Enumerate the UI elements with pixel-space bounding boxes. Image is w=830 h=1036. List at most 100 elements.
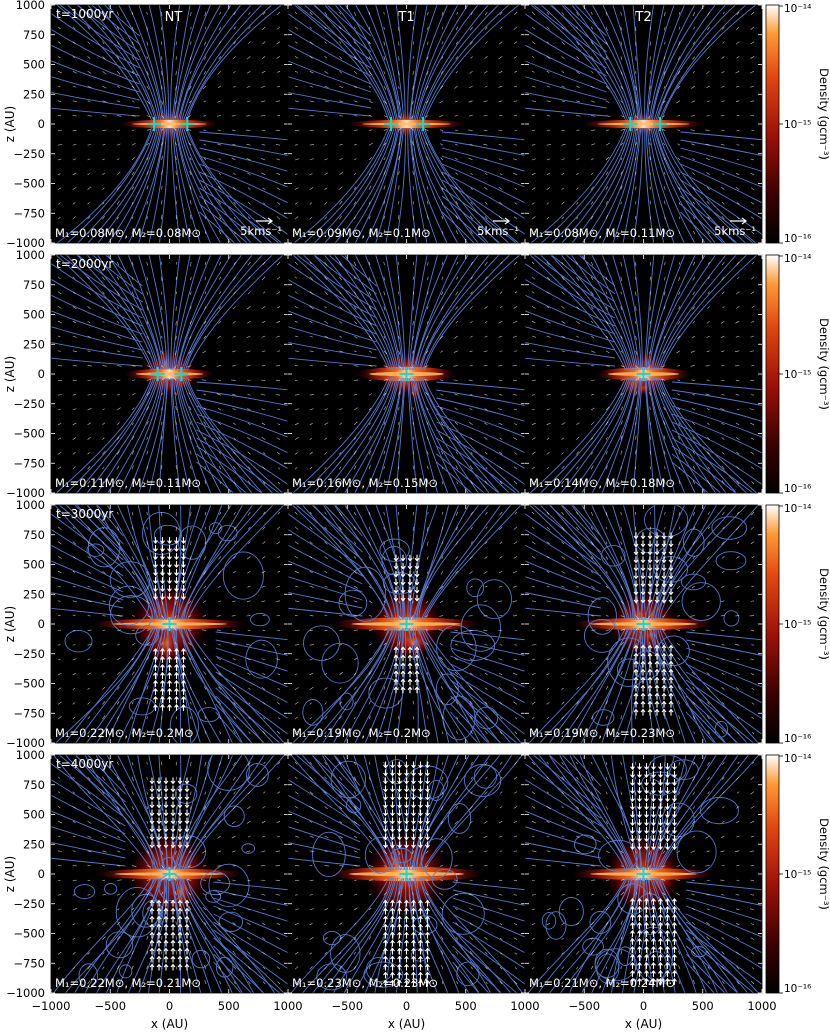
field-line <box>525 262 616 319</box>
velocity-arrow <box>513 835 518 838</box>
field-line <box>322 505 395 621</box>
outflow-arrow <box>647 676 653 684</box>
velocity-arrow <box>219 261 222 266</box>
outflow-arrow <box>425 761 430 769</box>
velocity-arrow <box>398 600 400 604</box>
field-line <box>138 377 166 493</box>
outflow-arrow <box>425 825 430 833</box>
velocity-arrow <box>217 335 221 339</box>
velocity-arrow <box>735 320 740 324</box>
velocity-arrow <box>309 335 314 338</box>
velocity-arrow <box>590 452 593 455</box>
velocity-arrow <box>294 585 299 588</box>
velocity-arrow <box>146 465 148 470</box>
velocity-arrow <box>663 406 666 411</box>
velocity-arrow <box>427 687 429 690</box>
velocity-arrow <box>635 435 637 440</box>
velocity-arrow <box>590 41 594 45</box>
field-line <box>187 755 286 871</box>
velocity-arrow <box>189 541 192 546</box>
velocity-arrow <box>412 407 414 411</box>
outflow-arrow <box>407 578 413 586</box>
velocity-arrow <box>72 820 76 823</box>
velocity-arrow <box>647 865 651 869</box>
velocity-arrow <box>531 261 535 265</box>
velocity-arrow <box>735 687 740 690</box>
velocity-arrow <box>368 657 372 661</box>
velocity-arrow <box>146 56 148 59</box>
outflow-arrow <box>418 907 423 915</box>
velocity-arrow <box>576 511 579 515</box>
velocity-arrow <box>677 71 681 75</box>
outflow-arrow <box>418 955 423 963</box>
field-line <box>215 695 265 743</box>
velocity-arrow <box>174 890 177 896</box>
velocity-arrow <box>499 937 503 940</box>
velocity-arrow <box>590 672 594 676</box>
field-line <box>288 513 363 569</box>
field-line <box>450 631 525 641</box>
field-loop <box>573 834 597 855</box>
velocity-arrow <box>87 422 92 426</box>
velocity-arrow <box>246 143 251 146</box>
outflow-arrow <box>425 777 430 785</box>
panel-r3-t2: M₁=0.19M⊙, M₂=0.23M⊙ <box>524 504 763 744</box>
velocity-arrow <box>57 806 61 809</box>
outflow-arrow <box>149 833 155 841</box>
velocity-arrow <box>202 615 207 617</box>
velocity-arrow <box>576 173 579 176</box>
field-line <box>525 278 616 327</box>
field-loop <box>475 706 499 730</box>
field-line <box>622 877 642 993</box>
outflow-arrow <box>425 785 430 793</box>
outflow-arrow <box>393 686 399 694</box>
velocity-arrow <box>605 511 608 516</box>
velocity-arrow <box>261 306 266 310</box>
field-line <box>196 421 288 470</box>
velocity-arrow <box>485 716 488 720</box>
velocity-arrow <box>664 451 666 455</box>
velocity-arrow <box>576 731 579 735</box>
velocity-arrow <box>309 541 313 545</box>
velocity-arrow <box>398 71 400 76</box>
velocity-arrow <box>116 701 120 705</box>
velocity-arrow <box>309 306 314 310</box>
velocity-arrow <box>499 731 503 735</box>
velocity-arrow <box>339 408 343 411</box>
velocity-arrow <box>513 480 518 485</box>
field-loop <box>321 642 359 684</box>
velocity-arrow <box>233 172 236 176</box>
velocity-arrow <box>309 717 312 720</box>
velocity-arrow <box>546 202 550 205</box>
velocity-arrow <box>218 672 222 676</box>
field-line <box>418 877 492 993</box>
field-line <box>199 139 288 157</box>
velocity-arrow <box>57 481 61 485</box>
outflow-arrow <box>170 963 176 971</box>
outflow-arrow <box>383 931 388 939</box>
velocity-arrow <box>546 143 552 146</box>
velocity-arrow <box>722 41 725 44</box>
velocity-arrow <box>218 966 222 970</box>
velocity-arrow <box>605 71 609 74</box>
velocity-arrow <box>87 56 91 59</box>
velocity-arrow <box>427 715 429 720</box>
outflow-arrow <box>156 833 162 841</box>
outflow-arrow <box>640 580 646 588</box>
field-line <box>655 877 728 993</box>
velocity-arrow <box>102 291 105 295</box>
outflow-arrow <box>411 939 416 947</box>
velocity-arrow <box>424 378 429 381</box>
velocity-arrow <box>116 450 120 455</box>
field-line <box>86 255 158 371</box>
velocity-arrow <box>677 393 681 396</box>
velocity-arrow <box>277 952 281 955</box>
field-loop <box>105 931 134 959</box>
velocity-arrow <box>354 615 358 617</box>
velocity-arrow <box>455 41 459 45</box>
velocity-arrow <box>441 776 444 781</box>
velocity-arrow <box>87 394 91 396</box>
velocity-arrow <box>294 100 299 102</box>
field-line <box>95 505 160 621</box>
outflow-arrow <box>654 580 660 588</box>
